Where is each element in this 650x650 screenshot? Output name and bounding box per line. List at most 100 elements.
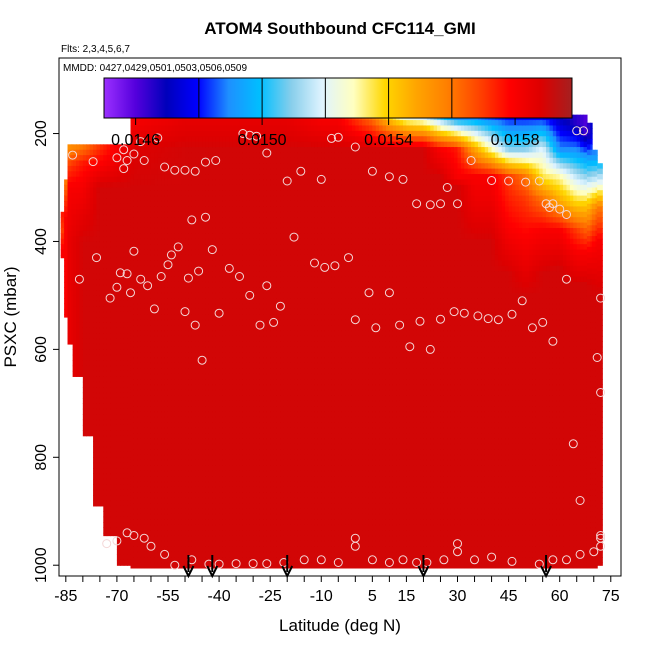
heatmap-cell xyxy=(212,389,217,396)
heatmap-cell xyxy=(130,265,135,272)
heatmap-cell xyxy=(96,489,101,496)
heatmap-cell xyxy=(236,373,241,380)
heatmap-cell xyxy=(212,308,217,315)
heatmap-cell xyxy=(246,298,251,305)
heatmap-cell xyxy=(140,551,145,558)
heatmap-cell xyxy=(133,211,138,218)
heatmap-cell xyxy=(198,157,203,164)
heatmap-cell xyxy=(157,476,162,483)
heatmap-cell xyxy=(103,268,108,275)
heatmap-cell xyxy=(236,249,241,256)
heatmap-cell xyxy=(191,287,196,294)
heatmap-cell xyxy=(219,147,224,154)
heatmap-cell xyxy=(280,233,285,240)
heatmap-cell xyxy=(171,443,176,450)
heatmap-cell xyxy=(266,260,271,267)
heatmap-cell xyxy=(150,513,155,520)
heatmap-cell xyxy=(174,292,179,299)
heatmap-cell xyxy=(219,227,224,234)
heatmap-cell xyxy=(215,443,220,450)
heatmap-cell xyxy=(215,281,220,288)
heatmap-cell xyxy=(219,260,224,267)
heatmap-cell xyxy=(113,408,118,415)
heatmap-cell xyxy=(259,325,264,332)
heatmap-cell xyxy=(178,406,183,413)
heatmap-cell xyxy=(113,225,118,232)
heatmap-cell xyxy=(215,373,220,380)
heatmap-cell xyxy=(96,349,101,356)
heatmap-cell xyxy=(93,171,98,178)
heatmap-cell xyxy=(137,179,142,186)
heatmap-cell xyxy=(99,333,104,340)
heatmap-cell xyxy=(113,246,118,253)
heatmap-cell xyxy=(263,406,268,413)
heatmap-cell xyxy=(103,392,108,399)
heatmap-cell xyxy=(130,433,135,440)
heatmap-cell xyxy=(82,349,87,356)
heatmap-cell xyxy=(154,249,159,256)
heatmap-cell xyxy=(239,308,244,315)
heatmap-cell xyxy=(164,352,169,359)
heatmap-cell xyxy=(229,120,234,127)
heatmap-cell xyxy=(185,551,190,558)
heatmap-cell xyxy=(198,249,203,256)
heatmap-cell xyxy=(113,424,118,431)
heatmap-cell xyxy=(276,281,281,288)
heatmap-cell xyxy=(253,330,258,337)
heatmap-cell xyxy=(123,219,128,226)
heatmap-cell xyxy=(167,400,172,407)
heatmap-cell xyxy=(150,562,155,569)
heatmap-cell xyxy=(93,327,98,334)
heatmap-cell xyxy=(86,165,91,172)
heatmap-cell xyxy=(205,227,210,234)
heatmap-cell xyxy=(242,222,247,229)
heatmap-cell xyxy=(270,254,275,261)
heatmap-cell xyxy=(185,454,190,461)
heatmap-cell xyxy=(263,238,268,245)
heatmap-cell xyxy=(188,233,193,240)
heatmap-cell xyxy=(99,365,104,372)
heatmap-cell xyxy=(191,443,196,450)
heatmap-cell xyxy=(178,411,183,418)
heatmap-cell xyxy=(147,244,152,251)
heatmap-cell xyxy=(188,476,193,483)
heatmap-cell xyxy=(270,465,275,472)
heatmap-cell xyxy=(96,430,101,437)
heatmap-cell xyxy=(249,443,254,450)
heatmap-cell xyxy=(120,192,125,199)
heatmap-cell xyxy=(280,195,285,202)
heatmap-cell xyxy=(96,327,101,334)
heatmap-cell xyxy=(208,362,213,369)
heatmap-cell xyxy=(157,384,162,391)
heatmap-cell xyxy=(253,562,258,569)
heatmap-cell xyxy=(191,546,196,553)
heatmap-cell xyxy=(167,406,172,413)
heatmap-cell xyxy=(154,357,159,364)
heatmap-cell xyxy=(164,416,169,423)
heatmap-cell xyxy=(113,462,118,469)
heatmap-cell xyxy=(236,168,241,175)
heatmap-cell xyxy=(154,551,159,558)
heatmap-cell xyxy=(249,120,254,127)
heatmap-cell xyxy=(242,497,247,504)
heatmap-cell xyxy=(280,308,285,315)
heatmap-cell xyxy=(212,157,217,164)
heatmap-cell xyxy=(195,503,200,510)
heatmap-cell xyxy=(232,254,237,261)
heatmap-cell xyxy=(171,406,176,413)
heatmap-cell xyxy=(116,495,121,502)
heatmap-cell xyxy=(236,341,241,348)
heatmap-cell xyxy=(89,349,94,356)
heatmap-cell xyxy=(256,497,261,504)
heatmap-cell xyxy=(273,249,278,256)
heatmap-cell xyxy=(259,530,264,537)
heatmap-cell xyxy=(79,214,84,221)
heatmap-cell xyxy=(127,446,132,453)
heatmap-cell xyxy=(229,254,234,261)
heatmap-cell xyxy=(266,519,271,526)
heatmap-cell xyxy=(263,503,268,510)
heatmap-cell xyxy=(96,333,101,340)
heatmap-cell xyxy=(266,227,271,234)
heatmap-cell xyxy=(154,233,159,240)
heatmap-cell xyxy=(215,486,220,493)
